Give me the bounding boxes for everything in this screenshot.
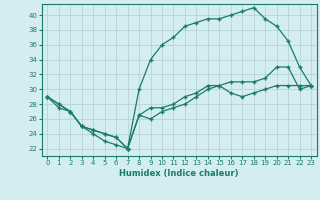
X-axis label: Humidex (Indice chaleur): Humidex (Indice chaleur) <box>119 169 239 178</box>
